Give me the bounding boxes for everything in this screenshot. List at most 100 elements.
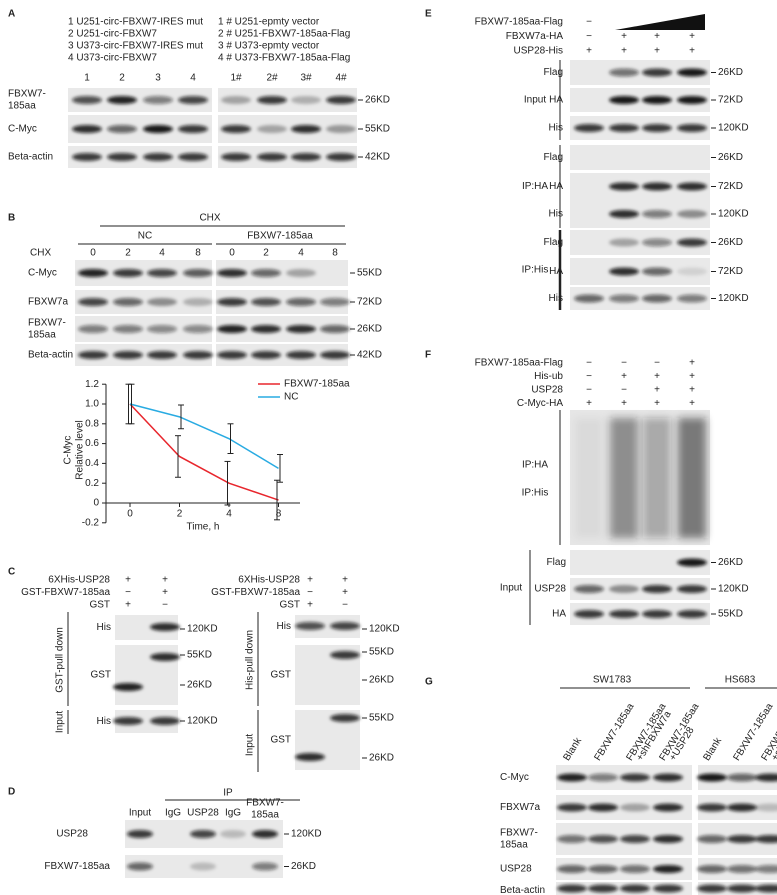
- band: [653, 773, 683, 782]
- band: [642, 294, 672, 303]
- legend-text: 4 U373-circ-FBXW7: [68, 53, 157, 64]
- size-label: 26KD: [357, 324, 382, 335]
- error-bar: [128, 383, 135, 425]
- size-label: 26KD: [718, 152, 743, 163]
- band: [113, 269, 143, 277]
- band: [609, 182, 639, 191]
- panel-letter: E: [425, 9, 432, 20]
- size-label: 72KD: [718, 181, 743, 192]
- row-label: HA: [549, 95, 563, 106]
- blot: [216, 344, 348, 366]
- row-label: 185aa: [8, 101, 36, 112]
- y-tick-label: 1.0: [85, 399, 99, 410]
- size-label: 55KD: [187, 650, 212, 661]
- row-label: USP28: [534, 584, 566, 595]
- row-label: FBXW7-: [500, 828, 538, 839]
- band: [251, 325, 281, 333]
- sign: +: [621, 398, 627, 409]
- sign: +: [307, 575, 313, 586]
- band: [642, 238, 672, 247]
- band: [677, 267, 707, 276]
- band: [221, 96, 251, 104]
- panel-letter: C: [8, 567, 15, 578]
- band: [286, 325, 316, 333]
- y-tick-label: 1.2: [85, 379, 99, 390]
- row-label: Flag: [544, 152, 563, 163]
- row-label: Flag: [544, 237, 563, 248]
- sign: +: [586, 46, 592, 57]
- sign: +: [125, 600, 131, 611]
- sign: +: [654, 31, 660, 42]
- size-label: 26KD: [718, 67, 743, 78]
- band: [221, 153, 251, 161]
- condition-label: GST-FBXW7-185aa: [21, 587, 110, 598]
- band: [217, 269, 247, 277]
- row-label: His: [549, 293, 563, 304]
- band: [150, 623, 180, 631]
- band: [727, 865, 757, 873]
- band: [755, 884, 777, 893]
- x-axis-label: Time, h: [187, 522, 220, 533]
- band: [251, 351, 281, 359]
- band: [147, 351, 177, 359]
- condition-label: C-Myc-HA: [517, 398, 563, 409]
- condition-label: 6XHis-USP28: [48, 575, 110, 586]
- size-label: 120KD: [718, 123, 749, 134]
- section-label: IP:His: [522, 488, 549, 499]
- band: [143, 125, 173, 133]
- band: [642, 610, 672, 618]
- band: [620, 835, 650, 843]
- band: [677, 68, 707, 77]
- band: [220, 830, 246, 838]
- band: [697, 884, 727, 893]
- blot: [570, 145, 710, 170]
- lane-label: IgG: [225, 808, 241, 819]
- row-label: CHX: [30, 248, 51, 259]
- sign: −: [586, 385, 592, 396]
- band: [252, 862, 278, 871]
- lane-label: 8: [332, 248, 338, 259]
- band: [574, 294, 604, 303]
- band: [609, 210, 639, 218]
- sign: −: [586, 358, 592, 369]
- condition-label: FBXW7a-HA: [506, 31, 564, 42]
- size-label: 120KD: [718, 293, 749, 304]
- condition-label: His-ub: [534, 371, 563, 382]
- sign: +: [689, 398, 695, 409]
- band: [251, 269, 281, 277]
- x-tick-label: 8: [276, 509, 282, 520]
- size-label: 120KD: [718, 584, 749, 595]
- sign: +: [621, 46, 627, 57]
- error-bar: [277, 453, 283, 483]
- lane-label: 0: [90, 248, 96, 259]
- panel-letter: A: [8, 9, 15, 20]
- band: [286, 269, 316, 277]
- size-label: 26KD: [369, 675, 394, 686]
- y-tick-label: 0.2: [85, 478, 99, 489]
- blot: [115, 710, 178, 733]
- lane-label: 2#: [266, 73, 278, 84]
- band: [113, 325, 143, 333]
- band: [642, 267, 672, 276]
- band: [677, 585, 707, 593]
- band: [677, 558, 707, 567]
- section-label: IP:His: [522, 265, 549, 276]
- sign: −: [621, 385, 627, 396]
- band: [143, 153, 173, 161]
- size-label: 72KD: [357, 297, 382, 308]
- size-label: 55KD: [365, 124, 390, 135]
- band: [642, 182, 672, 191]
- smear: [643, 418, 671, 538]
- error-bar: [178, 404, 184, 430]
- band: [653, 865, 683, 873]
- band: [113, 298, 143, 306]
- band: [221, 125, 251, 133]
- lane-label: 2: [119, 73, 125, 84]
- band: [320, 351, 350, 359]
- size-label: 42KD: [365, 152, 390, 163]
- series-line: [129, 403, 279, 469]
- band: [609, 238, 639, 247]
- panel-letter: G: [425, 677, 433, 688]
- lane-label: USP28: [187, 808, 219, 819]
- band: [150, 653, 180, 661]
